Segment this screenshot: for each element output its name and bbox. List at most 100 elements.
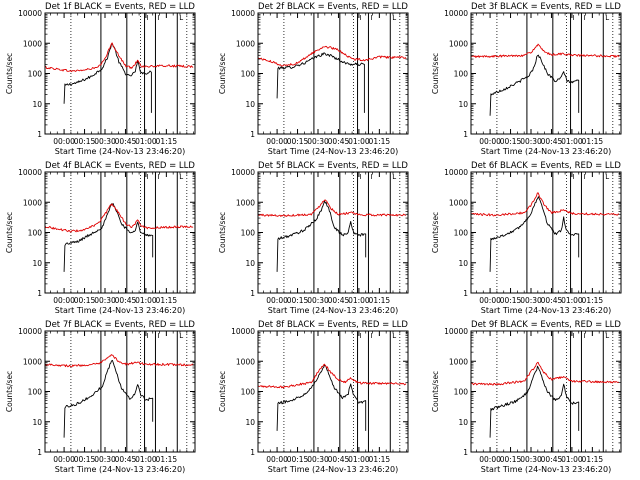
- y-tick-label: 100: [454, 70, 469, 79]
- x-tick-label: 00:15: [500, 455, 522, 464]
- x-tick-label: 00:45: [328, 296, 350, 305]
- y-axis-label: Counts/sec: [218, 212, 227, 253]
- x-tick-label: 01:15: [156, 455, 178, 464]
- interval-marker-label: I: [370, 14, 372, 22]
- interval-marker-label: I: [360, 332, 362, 340]
- x-tick-label: 00:15: [287, 137, 309, 146]
- y-tick-label: 10: [32, 259, 42, 268]
- x-axis-label: Start Time (24-Nov-13 23:46:20): [481, 147, 611, 156]
- x-tick-label: 00:00: [266, 296, 288, 305]
- events-series-line: [276, 52, 365, 113]
- x-axis-label: Start Time (24-Nov-13 23:46:20): [481, 306, 611, 315]
- y-tick-label: 10000: [231, 168, 255, 177]
- y-tick-label: 1000: [23, 39, 42, 48]
- x-tick-label: 01:00: [135, 296, 157, 305]
- x-tick-label: 01:15: [369, 455, 391, 464]
- panel-title: Det 5f BLACK = Events, RED = LLD: [258, 161, 408, 171]
- detector-panel: Det 4f BLACK = Events, RED = LLD I I L 1 10 10…: [5, 161, 196, 315]
- x-tick-label: 01:00: [561, 455, 583, 464]
- y-tick-label: 10000: [444, 327, 468, 336]
- x-tick-label: 00:15: [287, 455, 309, 464]
- interval-marker-label: I: [147, 14, 149, 22]
- y-tick-label: 1000: [236, 357, 255, 366]
- panel-title: Det 2f BLACK = Events, RED = LLD: [258, 2, 408, 12]
- panel-title: Det 7f BLACK = Events, RED = LLD: [45, 320, 195, 330]
- x-tick-label: 01:00: [348, 137, 370, 146]
- interval-marker-label: L: [605, 332, 609, 340]
- y-tick-label: 1000: [236, 39, 255, 48]
- y-axis-label: Counts/sec: [5, 212, 14, 253]
- x-tick-label: 00:30: [307, 296, 329, 305]
- y-tick-label: 1000: [449, 39, 468, 48]
- y-axis-label: Counts/sec: [218, 371, 227, 412]
- interval-marker-label: L: [392, 14, 396, 22]
- x-tick-label: 00:15: [74, 296, 96, 305]
- x-tick-label: 00:45: [115, 455, 137, 464]
- x-tick-label: 01:15: [369, 296, 391, 305]
- y-tick-label: 100: [241, 70, 256, 79]
- y-tick-label: 1: [37, 448, 42, 457]
- y-tick-label: 1000: [449, 357, 468, 366]
- interval-marker-label: I: [573, 332, 575, 340]
- y-tick-label: 100: [454, 388, 469, 397]
- y-tick-label: 1000: [236, 198, 255, 207]
- x-tick-label: 00:30: [94, 137, 116, 146]
- x-tick-label: 01:15: [582, 296, 604, 305]
- x-tick-label: 00:15: [287, 296, 309, 305]
- y-tick-label: 100: [28, 229, 43, 238]
- detector-panel: Det 7f BLACK = Events, RED = LLD I I L 1 10 10…: [5, 320, 196, 474]
- x-tick-label: 00:30: [520, 137, 542, 146]
- y-tick-label: 10: [245, 100, 255, 109]
- interval-marker-label: I: [360, 14, 362, 22]
- x-tick-label: 00:15: [74, 455, 96, 464]
- detector-panel: Det 5f BLACK = Events, RED = LLD I I L 1 10 10…: [218, 161, 409, 315]
- interval-marker-label: L: [179, 332, 183, 340]
- x-tick-label: 01:00: [135, 137, 157, 146]
- x-tick-label: 00:45: [541, 296, 563, 305]
- y-tick-label: 1: [250, 289, 255, 298]
- x-tick-label: 00:00: [479, 296, 501, 305]
- x-axis-label: Start Time (24-Nov-13 23:46:20): [55, 306, 185, 315]
- panel-title: Det 9f BLACK = Events, RED = LLD: [471, 320, 621, 330]
- x-tick-label: 01:15: [156, 137, 178, 146]
- x-tick-label: 01:15: [582, 455, 604, 464]
- panel-title: Det 8f BLACK = Events, RED = LLD: [258, 320, 408, 330]
- lld-series-line: [44, 42, 194, 73]
- lld-series-line: [470, 192, 620, 217]
- panel-title: Det 6f BLACK = Events, RED = LLD: [471, 161, 621, 171]
- y-axis-label: Counts/sec: [218, 53, 227, 94]
- interval-marker-label: L: [179, 173, 183, 181]
- y-axis-label: Counts/sec: [5, 53, 14, 94]
- events-series-line: [489, 196, 580, 272]
- y-tick-label: 10000: [231, 9, 255, 18]
- interval-marker-label: I: [583, 332, 585, 340]
- y-axis-label: Counts/sec: [431, 371, 440, 412]
- panel-title: Det 3f BLACK = Events, RED = LLD: [471, 2, 621, 12]
- y-tick-label: 1000: [449, 198, 468, 207]
- x-tick-label: 00:45: [328, 137, 350, 146]
- interval-marker-label: I: [157, 332, 159, 340]
- y-tick-label: 1: [250, 130, 255, 139]
- lld-series-line: [257, 45, 407, 67]
- x-tick-label: 00:00: [266, 455, 288, 464]
- x-tick-label: 00:30: [307, 137, 329, 146]
- interval-marker-label: I: [147, 173, 149, 181]
- y-tick-label: 10000: [18, 168, 42, 177]
- x-tick-label: 01:15: [369, 137, 391, 146]
- x-tick-label: 00:15: [74, 137, 96, 146]
- interval-marker-label: I: [157, 14, 159, 22]
- events-series-line: [489, 365, 580, 438]
- x-tick-label: 00:15: [500, 296, 522, 305]
- y-tick-label: 100: [241, 388, 256, 397]
- y-axis-label: Counts/sec: [431, 53, 440, 94]
- panel-title: Det 1f BLACK = Events, RED = LLD: [45, 2, 195, 12]
- x-tick-label: 00:00: [266, 137, 288, 146]
- detector-panel: Det 9f BLACK = Events, RED = LLD I I L 1 10 10…: [431, 320, 622, 474]
- x-axis-label: Start Time (24-Nov-13 23:46:20): [268, 147, 398, 156]
- y-tick-label: 100: [28, 388, 43, 397]
- y-tick-label: 1: [463, 130, 468, 139]
- x-tick-label: 00:00: [479, 137, 501, 146]
- x-axis-label: Start Time (24-Nov-13 23:46:20): [268, 465, 398, 474]
- interval-marker-label: I: [157, 173, 159, 181]
